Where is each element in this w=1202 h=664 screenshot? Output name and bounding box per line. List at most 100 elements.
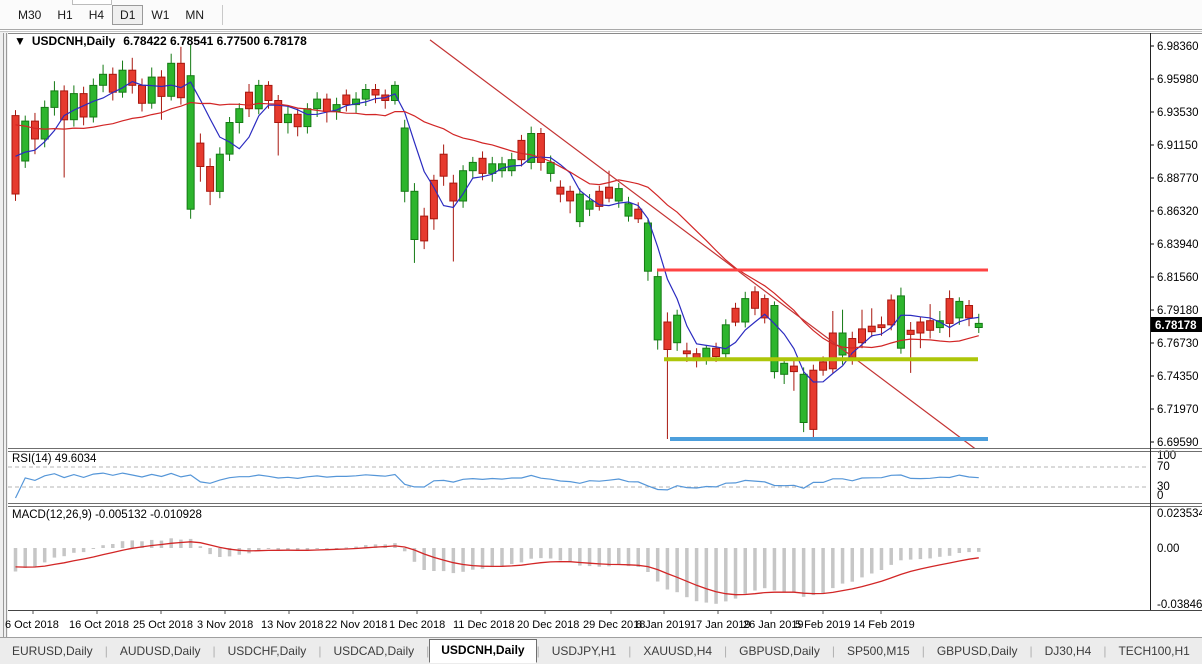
candle-body <box>50 90 59 108</box>
macd-histogram-bar <box>325 548 329 549</box>
macd-histogram-bar <box>91 548 96 549</box>
date-label: 20 Dec 2018 <box>517 619 579 631</box>
macd-histogram-bar <box>597 548 602 567</box>
candle <box>566 185 575 214</box>
candle <box>536 128 545 171</box>
candles-group <box>11 44 983 439</box>
macd-histogram-bar <box>354 546 358 548</box>
candle-body <box>858 328 867 344</box>
tab-gbpusd-daily[interactable]: GBPUSD,Daily <box>936 643 1018 658</box>
candle <box>673 309 682 351</box>
candle-body <box>605 186 614 199</box>
candle <box>867 308 876 338</box>
candle-body <box>21 120 30 162</box>
candle-body <box>663 321 672 350</box>
candle <box>128 57 137 94</box>
macd-histogram-bar <box>938 548 942 557</box>
candle <box>69 85 78 127</box>
tab-dj30-h4[interactable]: DJ30,H4 <box>1044 643 1092 658</box>
candle-body <box>371 89 380 96</box>
tab-gbpusd-daily[interactable]: GBPUSD,Daily <box>739 643 820 658</box>
candle-body <box>488 163 497 174</box>
chart-window: 6.98360 6.95980 6.93530 6.91150 6.88770 6.863… <box>0 31 1202 637</box>
trendline[interactable] <box>429 39 976 450</box>
candle-body <box>147 76 156 104</box>
macd-histogram-bar <box>179 539 183 548</box>
macd-histogram-bar <box>675 548 679 593</box>
price-axis-label: 6.69590 <box>1157 437 1199 449</box>
macd-histogram-bar <box>218 548 222 557</box>
chart-tabs: EURUSD,Daily | AUDUSD,Daily | USDCHF,Daily | U… <box>0 639 1202 663</box>
candle-body <box>390 84 399 102</box>
date-label: 25 Oct 2018 <box>133 619 193 631</box>
tab-eurusd-daily[interactable]: EURUSD,Daily <box>12 643 93 658</box>
candle <box>21 115 30 168</box>
symbol-dropdown-icon[interactable]: ▼ <box>14 34 26 48</box>
candle-body <box>225 122 234 155</box>
date-label: 29 Dec 2018 <box>583 619 645 631</box>
tab-separator: | <box>1103 644 1107 658</box>
tab-xauusd-h4[interactable]: XAUUSD,H4 <box>643 643 713 658</box>
current-price-tag: 6.78178 <box>1151 317 1202 332</box>
candle <box>186 44 195 219</box>
tab-audusd-daily[interactable]: AUDUSD,Daily <box>119 643 201 658</box>
tab-usdchf-daily[interactable]: USDCHF,Daily <box>227 643 307 658</box>
macd-histogram-bar <box>149 539 154 548</box>
timeframe-button-h4[interactable]: H4 <box>88 8 105 22</box>
macd-histogram-bar <box>879 548 884 570</box>
candle-body <box>186 75 195 210</box>
tab-sp500-m15[interactable]: SP500,M15 <box>846 643 910 658</box>
candle-body <box>352 98 361 106</box>
moving-averages-group <box>15 80 979 383</box>
ma-fast-line <box>15 80 979 383</box>
macd-histogram-bar <box>840 548 845 584</box>
candle <box>643 218 652 281</box>
candle <box>342 89 351 112</box>
tab-separator: | <box>536 644 540 658</box>
macd-histogram-bar <box>801 548 806 597</box>
tab-tech100-h1[interactable]: TECH100,H1 <box>1118 643 1190 658</box>
macd-histogram-bar <box>315 548 319 549</box>
candle <box>858 309 867 349</box>
price-axis-label: 6.95980 <box>1157 74 1199 86</box>
chart-header: ▼ USDCNH,Daily 6.78422 6.78541 6.77500 6.7… <box>14 34 307 48</box>
tab-usdjpy-h1[interactable]: USDJPY,H1 <box>551 643 617 658</box>
macd-histogram-bar <box>334 548 339 549</box>
date-label: 13 Nov 2018 <box>261 619 323 631</box>
tab-usdcnh-daily[interactable]: USDCNH,Daily <box>429 639 537 663</box>
timeframe-button-d1[interactable]: D1 <box>112 5 144 25</box>
price-axis-label: 6.93530 <box>1157 107 1199 119</box>
macd-histogram-bar <box>811 548 816 596</box>
timeframe-button-m30[interactable]: M30 <box>18 8 42 22</box>
macd-histogram-bar <box>607 548 611 567</box>
rsi-scale-label: 70 <box>1157 461 1170 473</box>
candle-body <box>887 299 896 326</box>
candle <box>420 207 429 250</box>
chart-tab-bar: EURUSD,Daily | AUDUSD,Daily | USDCHF,Daily | U… <box>0 637 1202 664</box>
macd-histogram-bar <box>120 541 125 548</box>
macd-histogram-bar <box>918 548 923 560</box>
candle <box>390 81 399 105</box>
macd-histogram-bar <box>889 548 893 565</box>
candle-body <box>643 222 652 272</box>
candle-body <box>673 314 682 344</box>
macd-histogram-bar <box>694 548 699 602</box>
candle-body <box>449 182 458 202</box>
macd-histogram-bar <box>286 548 290 550</box>
tab-usdcad-daily[interactable]: USDCAD,Daily <box>333 643 415 658</box>
macd-histogram-bar <box>81 548 86 553</box>
macd-histogram-bar <box>461 548 465 572</box>
timeframe-button-h1[interactable]: H1 <box>57 8 73 22</box>
rsi-scale-label: 0 <box>1157 490 1163 502</box>
timeframe-button-mn[interactable]: MN <box>185 8 205 22</box>
price-axis-label: 6.83940 <box>1157 239 1199 251</box>
candle <box>371 84 380 104</box>
macd-histogram-bar <box>529 548 533 559</box>
tab-separator: | <box>724 644 728 658</box>
candle <box>605 170 614 203</box>
price-axis-label: 6.86320 <box>1157 206 1199 218</box>
price-axis-label: 6.88770 <box>1157 173 1199 185</box>
candle-body <box>254 84 263 110</box>
timeframe-button-w1[interactable]: W1 <box>151 8 170 22</box>
